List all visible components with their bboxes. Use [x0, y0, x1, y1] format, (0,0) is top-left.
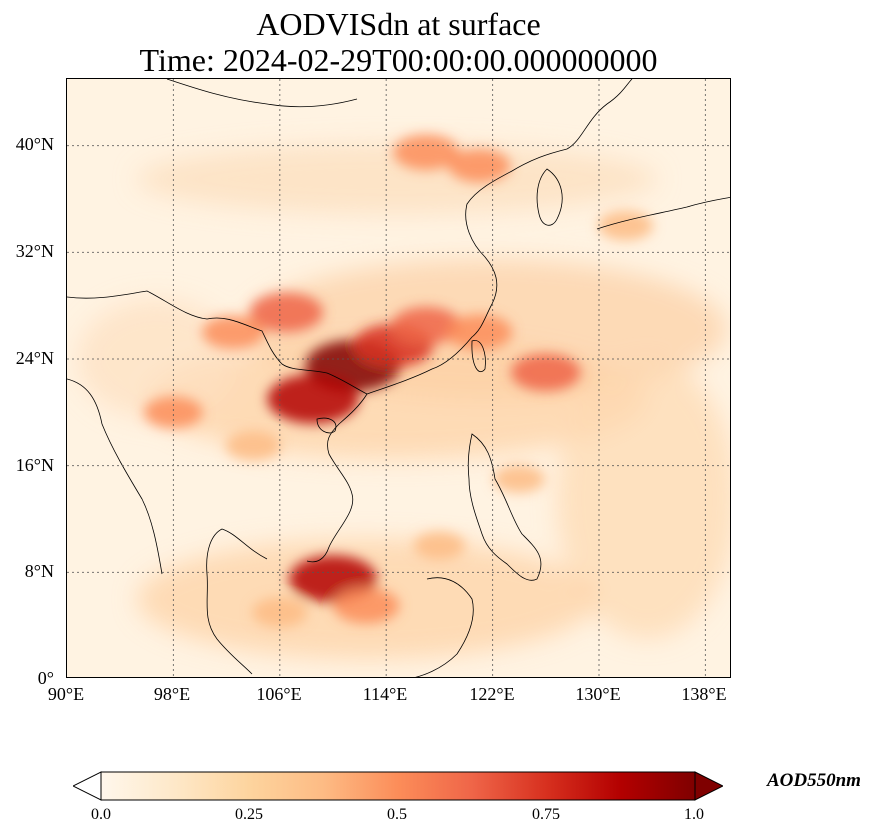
- hainan-coastline: [316, 417, 337, 434]
- xtick-label-138e: 138°E: [681, 684, 727, 704]
- colorbar-over-extend: [694, 771, 723, 801]
- aod-hotspot-16: [493, 465, 545, 493]
- coastlines: [67, 79, 730, 677]
- colorbar: [73, 771, 723, 801]
- korea-coastline: [536, 168, 563, 226]
- colorbar-tick-075: 0.75: [532, 806, 560, 823]
- xtick-label-106e: 106°E: [256, 684, 302, 704]
- map-area: [66, 78, 731, 678]
- philippines-coastline: [467, 433, 542, 581]
- aod-hotspot-6: [446, 314, 513, 351]
- colorbar-tick-1: 1.0: [684, 806, 704, 823]
- aod-hotspot-10: [393, 134, 460, 171]
- aod-hotspot-3: [391, 306, 461, 345]
- aod-hotspot-5: [202, 315, 265, 350]
- borneo-coastline: [414, 577, 474, 677]
- xtick-label-90e: 90°E: [47, 684, 85, 704]
- aod-hotspot-13: [225, 430, 281, 461]
- colorbar-under-extend: [73, 771, 102, 801]
- xtick-label-114e: 114°E: [362, 684, 408, 704]
- ytick-label-16n: 16°N: [15, 455, 54, 475]
- aod-hotspot-14: [252, 597, 308, 628]
- mongolia-border: [166, 79, 358, 108]
- ytick-label-32n: 32°N: [15, 241, 54, 261]
- malay-coastline: [206, 528, 268, 675]
- ytick-label-40n: 40°N: [15, 134, 54, 154]
- aod-hotspot-11: [448, 148, 511, 183]
- aod-hotspots: [144, 134, 654, 628]
- map-title-line1: AODVISdn at surface: [256, 6, 541, 42]
- ytick-label-24n: 24°N: [15, 348, 54, 368]
- aod-hotspot-12: [144, 396, 203, 429]
- xtick-label-130e: 130°E: [575, 684, 621, 704]
- aod-map-svg: [67, 79, 730, 677]
- gridlines: [67, 79, 730, 677]
- xtick-label-122e: 122°E: [469, 684, 515, 704]
- xtick-label-98e: 98°E: [153, 684, 191, 704]
- aod-hotspot-9: [333, 587, 400, 624]
- aod-hotspot-1: [267, 374, 359, 424]
- vietnam-coastline: [306, 393, 368, 563]
- colorbar-tick-025: 0.25: [235, 806, 263, 823]
- aod-hotspot-4: [249, 292, 324, 333]
- colorbar-tick-0: 0.0: [91, 806, 111, 823]
- burma-coastline: [67, 378, 163, 575]
- aod-hotspot-15: [598, 210, 654, 241]
- aod-hotspot-17: [413, 531, 466, 560]
- colorbar-gradient: [100, 771, 696, 801]
- japan-coastline: [596, 196, 730, 230]
- colorbar-label: AOD550nm: [767, 770, 861, 791]
- china-coastline: [67, 79, 633, 395]
- aod-hotspot-7: [510, 353, 581, 392]
- ytick-label-8n: 8°N: [24, 561, 54, 581]
- ytick-label-0: 0°: [37, 668, 54, 688]
- map-title-line2: Time: 2024-02-29T00:00:00.000000000: [139, 42, 658, 78]
- colorbar-tick-05: 0.5: [387, 806, 407, 823]
